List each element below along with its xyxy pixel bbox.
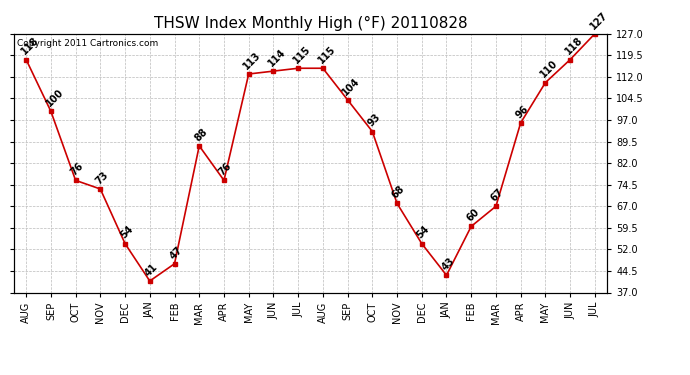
Text: 118: 118 (563, 35, 584, 57)
Text: 76: 76 (217, 161, 234, 178)
Text: 41: 41 (143, 262, 159, 278)
Text: 54: 54 (415, 224, 431, 241)
Text: 110: 110 (538, 58, 560, 80)
Text: 118: 118 (19, 35, 41, 57)
Text: 76: 76 (69, 161, 86, 178)
Text: Copyright 2011 Cartronics.com: Copyright 2011 Cartronics.com (17, 39, 158, 48)
Text: 60: 60 (464, 207, 481, 224)
Title: THSW Index Monthly High (°F) 20110828: THSW Index Monthly High (°F) 20110828 (154, 16, 467, 31)
Text: 88: 88 (193, 126, 209, 143)
Text: 47: 47 (168, 244, 184, 261)
Text: 43: 43 (440, 256, 456, 273)
Text: 104: 104 (341, 76, 362, 97)
Text: 93: 93 (366, 112, 382, 129)
Text: 100: 100 (44, 87, 66, 109)
Text: 115: 115 (316, 44, 337, 66)
Text: 96: 96 (514, 104, 531, 120)
Text: 73: 73 (93, 170, 110, 186)
Text: 127: 127 (588, 10, 609, 31)
Text: 67: 67 (489, 187, 506, 204)
Text: 68: 68 (390, 184, 407, 201)
Text: 115: 115 (291, 44, 313, 66)
Text: 113: 113 (241, 50, 263, 71)
Text: 54: 54 (118, 224, 135, 241)
Text: 114: 114 (266, 47, 288, 68)
